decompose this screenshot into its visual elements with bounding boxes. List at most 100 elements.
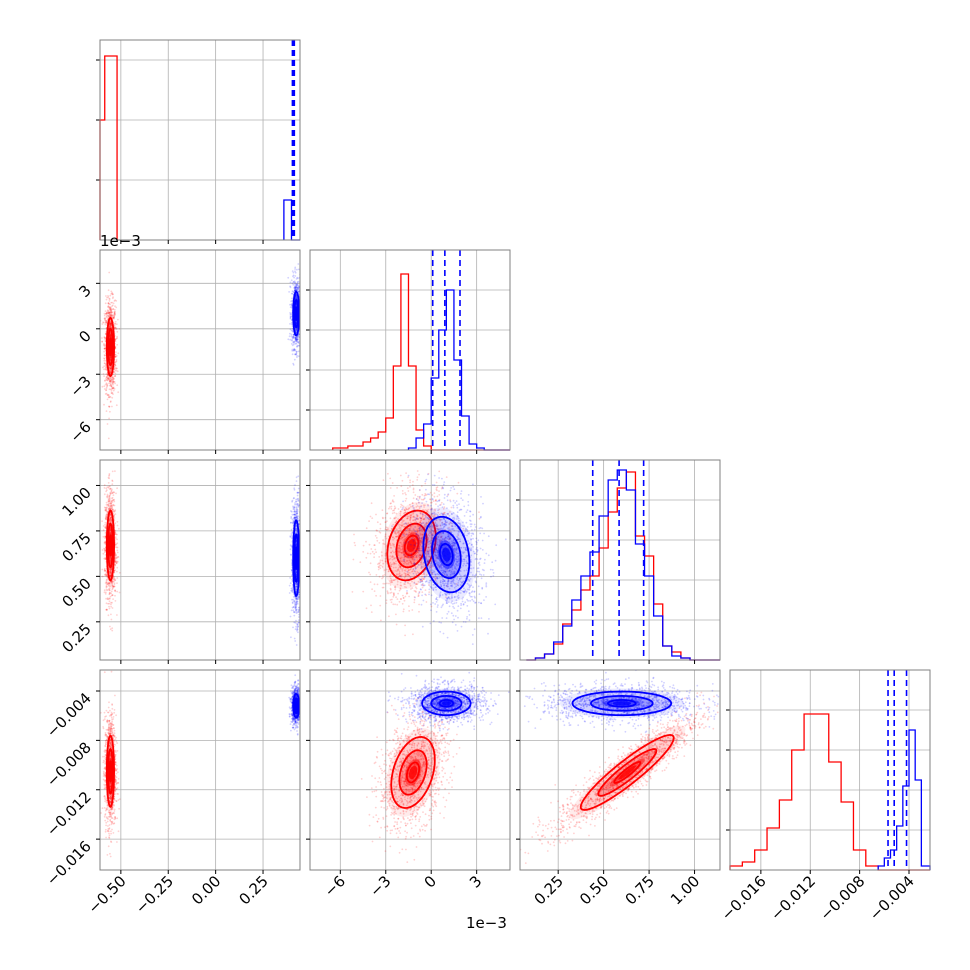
scatter-point [109,574,112,577]
scatter-point [111,499,114,502]
scatter-point [297,475,300,478]
scatter-point [295,286,298,289]
scatter-point [113,500,116,503]
scatter-point [294,288,297,291]
scatter-point [105,575,108,578]
scatter-point [112,308,115,310]
scatter-point [114,531,117,534]
scatter-point [108,388,111,391]
scatter-point [116,367,118,370]
scatter-point [289,615,292,618]
scatter-point [104,521,107,524]
scatter-point [109,520,112,522]
scatter-point [108,395,111,398]
scatter-point [293,348,295,350]
scatter-point [108,587,111,590]
scatter-point [293,342,296,344]
scatter-point [105,608,108,611]
scatter-point [109,303,112,306]
scatter-point [398,589,401,592]
scatter-point [301,316,303,318]
scatter-point [293,286,296,289]
scatter-point [294,271,297,274]
scatter-point [405,472,407,474]
scatter-point [293,487,296,490]
scatter-point [291,330,294,332]
scatter-point [295,340,298,343]
scatter-point [109,322,112,325]
scatter-point [115,306,118,309]
scatter-point [105,503,108,506]
scatter-point [113,312,116,315]
scatter-point [108,405,110,408]
scatter-point [296,346,298,348]
scatter-point [292,271,295,274]
scatter-point [295,498,298,501]
scatter-point [109,521,112,523]
scatter-point [294,339,297,342]
scatter-point [109,324,112,326]
scatter-point [294,336,297,339]
scatter-point [294,296,297,299]
scatter-point [105,579,108,582]
y-tick-label: 0.50 [58,574,94,610]
scatter-point [109,314,112,317]
scatter-point [106,577,109,579]
scatter-point [295,295,298,298]
scatter-point [111,396,114,399]
scatter-point [289,306,292,308]
scatter-point [111,506,113,508]
scatter-point [109,573,112,576]
scatter-point [297,504,300,507]
scatter-point [103,368,105,371]
scatter-point [116,577,119,579]
scatter-point [113,498,116,501]
panel-frame [519,459,721,661]
scatter-point [104,310,107,312]
scatter-point [296,503,299,505]
scatter-point [290,343,293,345]
scatter-point [297,350,300,353]
scatter-point [104,323,107,326]
scatter-point [298,287,300,290]
scatter-point [111,297,114,300]
scatter-point [293,614,296,617]
scatter-point [112,317,114,319]
panel-frame [309,249,511,451]
scatter-point [291,327,294,330]
scatter-point [108,495,111,497]
scatter-point [115,560,117,563]
scatter-point [109,628,112,631]
scatter-point [293,488,296,491]
scatter-point [294,284,296,286]
scatter-point [114,355,117,358]
scatter-point [104,558,107,560]
scatter-point [290,521,292,524]
scatter-point [112,509,115,512]
scatter-point [112,386,115,389]
scatter-point [107,302,110,305]
scatter-point [106,394,109,396]
scatter-point [105,515,108,518]
scatter-point [408,595,410,598]
scatter-point [106,506,108,509]
scatter-point [104,333,107,336]
scatter-point [109,359,112,362]
scatter-point [116,549,119,552]
scatter-point [375,537,378,539]
scatter-point [110,502,112,505]
scatter-point [108,589,111,592]
scatter-point [106,379,108,381]
scatter-point [108,568,111,571]
scatter-point [295,285,298,288]
scatter-point [107,377,110,380]
scatter-point [108,597,111,600]
scatter-point [104,302,107,305]
scatter-point [104,526,107,529]
scatter-point [108,314,111,317]
scatter-point [112,491,115,493]
scatter-point [291,270,294,272]
scatter-point [110,492,113,494]
scatter-point [106,321,108,324]
scatter-point [293,611,295,613]
